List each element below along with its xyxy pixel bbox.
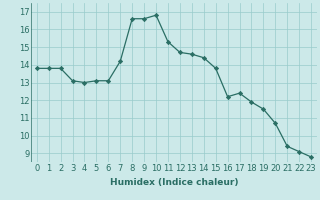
X-axis label: Humidex (Indice chaleur): Humidex (Indice chaleur)	[110, 178, 238, 187]
